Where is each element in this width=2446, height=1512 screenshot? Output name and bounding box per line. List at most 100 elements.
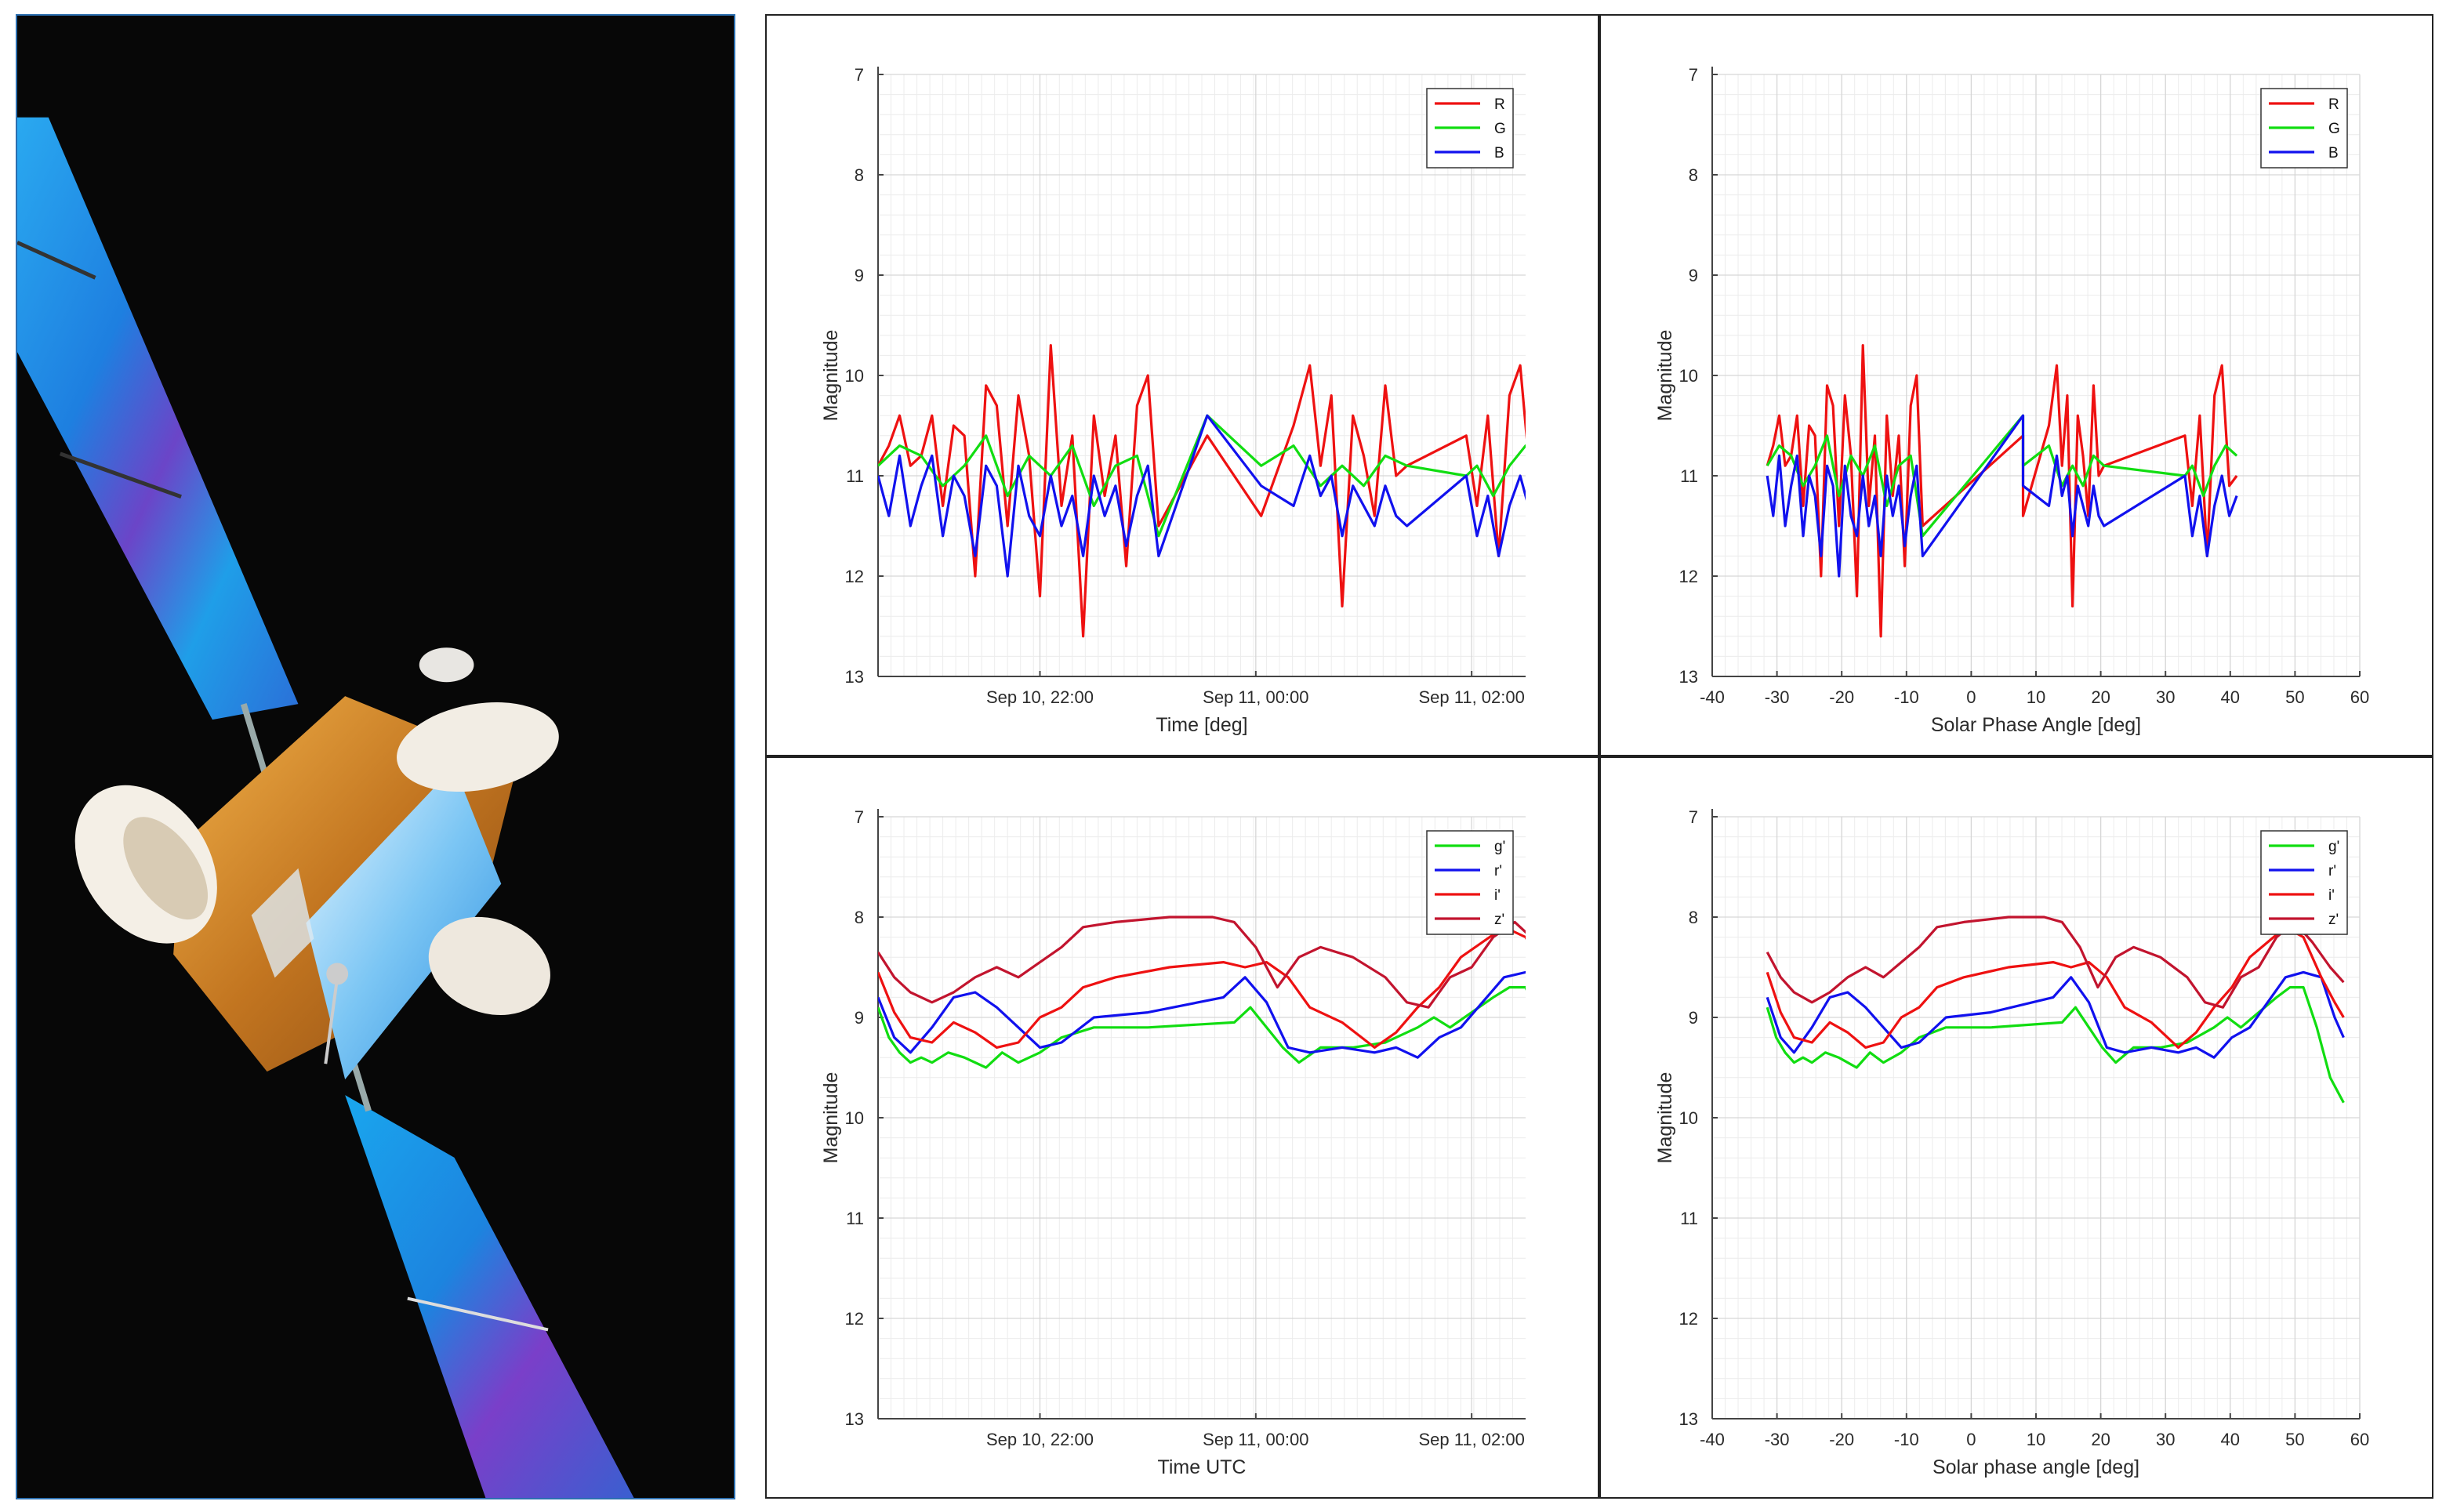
y-tick-label: 10 (845, 366, 864, 386)
x-tick-label: Sep 10, 22:00 (986, 687, 1094, 707)
y-tick-label: 11 (846, 466, 864, 486)
x-tick-label: 60 (2350, 687, 2369, 707)
y-tick-label: 13 (1679, 1409, 1698, 1429)
series-line-B (1766, 414, 2238, 578)
antenna-dish-bottom (428, 916, 550, 1015)
legend: RGB (2260, 88, 2348, 169)
y-tick-label: 8 (1689, 165, 1698, 185)
chart-rgb-phase: 7 8 9 10 11 12 13 -40 -30 -20 -10 0 10 20 30 40 50 60 Sola… (1599, 14, 2433, 756)
y-tick-label: 9 (855, 266, 864, 285)
legend-label: i' (1494, 887, 1501, 904)
legend: RGB (1426, 88, 1514, 169)
x-tick-label: 50 (2285, 687, 2304, 707)
y-tick-label: 11 (1680, 466, 1698, 486)
series-line-zp (1766, 916, 2345, 1009)
x-tick-label: -40 (1700, 687, 1725, 707)
y-tick-label: 8 (855, 908, 864, 927)
legend-label: r' (1494, 863, 1502, 879)
legend-label: B (1494, 145, 1504, 161)
legend-label: g' (1494, 839, 1505, 855)
series-line-ip (1766, 926, 2345, 1049)
chart-rgb-time: 7 8 9 10 11 12 13 Sep 10, 22:00 Sep 11, 00:00 Sep… (765, 14, 1599, 756)
x-axis-title: Time [deg] (1156, 714, 1247, 736)
x-tick-label: 0 (1966, 687, 1976, 707)
x-tick-label: 30 (2156, 1430, 2175, 1449)
x-tick-label: -30 (1765, 1430, 1790, 1449)
x-tick-label: 10 (2027, 1430, 2045, 1449)
x-tick-label: 40 (2221, 1430, 2240, 1449)
series-line-G (1766, 414, 2238, 538)
x-tick-label: Sep 11, 02:00 (1418, 1430, 1524, 1449)
y-axis-title: Magnitude (1654, 330, 1676, 422)
y-tick-label: 11 (846, 1209, 864, 1228)
x-tick-label: 50 (2285, 1430, 2304, 1449)
y-tick-label: 12 (1679, 1309, 1698, 1329)
series-line-G (878, 414, 1526, 538)
x-tick-label: 0 (1966, 1430, 1976, 1449)
x-tick-label: Sep 11, 02:00 (1418, 687, 1524, 707)
x-tick-label: -20 (1829, 687, 1854, 707)
x-tick-label: 40 (2221, 687, 2240, 707)
legend-label: G (1494, 121, 1506, 137)
series-line-gp (878, 986, 1526, 1069)
x-axis-title: Time UTC (1158, 1456, 1247, 1478)
x-tick-label: -40 (1700, 1430, 1725, 1449)
series-line-ip (878, 926, 1526, 1049)
legend-label: r' (2328, 863, 2336, 879)
legend-label: R (2328, 96, 2339, 113)
y-axis-title: Magnitude (1654, 1072, 1676, 1164)
chart-griz-time: 7 8 9 10 11 12 13 Sep 10, 22:00 Sep 11, 00:00 Sep… (765, 756, 1599, 1499)
legend: g' r' i' z' (1426, 830, 1514, 935)
series-line-R (878, 344, 1526, 638)
legend-label: z' (1494, 912, 1504, 928)
y-tick-label: 8 (1689, 908, 1698, 927)
radiator-panel (306, 766, 502, 1080)
series-line-zp (878, 916, 1526, 1009)
y-tick-label: 13 (1679, 667, 1698, 687)
y-tick-label: 12 (1679, 567, 1698, 586)
x-tick-label: 20 (2091, 687, 2110, 707)
y-tick-label: 13 (845, 1409, 864, 1429)
y-tick-label: 7 (1689, 807, 1698, 827)
y-tick-label: 9 (1689, 266, 1698, 285)
series-line-R (1766, 344, 2238, 638)
y-axis-title: Magnitude (820, 330, 842, 422)
legend-box (2260, 830, 2348, 935)
series-line-B (878, 414, 1526, 578)
legend-label: G (2328, 121, 2340, 137)
series-line-rp (1766, 970, 2345, 1059)
x-tick-label: 20 (2091, 1430, 2110, 1449)
y-tick-label: 12 (845, 1309, 864, 1329)
legend-label: g' (2328, 839, 2339, 855)
y-tick-label: 9 (855, 1008, 864, 1028)
legend-label: B (2328, 145, 2339, 161)
y-tick-label: 7 (1689, 65, 1698, 85)
x-tick-label: -20 (1829, 1430, 1854, 1449)
series-line-rp (878, 970, 1526, 1059)
legend: g' r' i' z' (2260, 830, 2348, 935)
y-tick-label: 11 (1680, 1209, 1698, 1228)
chart-griz-phase: 7 8 9 10 11 12 13 -40 -30 -20 -10 0 10 20 30 40 50 60 Sola… (1599, 756, 2433, 1499)
x-tick-label: -30 (1765, 687, 1790, 707)
x-tick-label: 10 (2027, 687, 2045, 707)
x-tick-label: 60 (2350, 1430, 2369, 1449)
y-tick-label: 10 (1679, 1108, 1698, 1128)
x-tick-label: 30 (2156, 687, 2175, 707)
x-tick-label: Sep 11, 00:00 (1203, 1430, 1308, 1449)
satellite-image (16, 14, 735, 1499)
legend-label: z' (2328, 912, 2339, 928)
series-line-gp (1766, 986, 2345, 1104)
y-tick-label: 10 (845, 1108, 864, 1128)
x-tick-label: -10 (1894, 1430, 1919, 1449)
x-axis-title: Solar Phase Angle [deg] (1931, 714, 2141, 736)
y-axis-title: Magnitude (820, 1072, 842, 1164)
antenna-dish-top (397, 702, 559, 792)
y-tick-label: 7 (855, 807, 864, 827)
antenna-feed (419, 647, 474, 683)
chart-grid: 7 8 9 10 11 12 13 Sep 10, 22:00 Sep 11, 00:00 Sep… (765, 14, 2433, 1499)
y-tick-label: 7 (855, 65, 864, 85)
x-tick-label: Sep 11, 00:00 (1203, 687, 1308, 707)
legend-box (1426, 830, 1514, 935)
legend-label: R (1494, 96, 1505, 113)
y-tick-label: 10 (1679, 366, 1698, 386)
